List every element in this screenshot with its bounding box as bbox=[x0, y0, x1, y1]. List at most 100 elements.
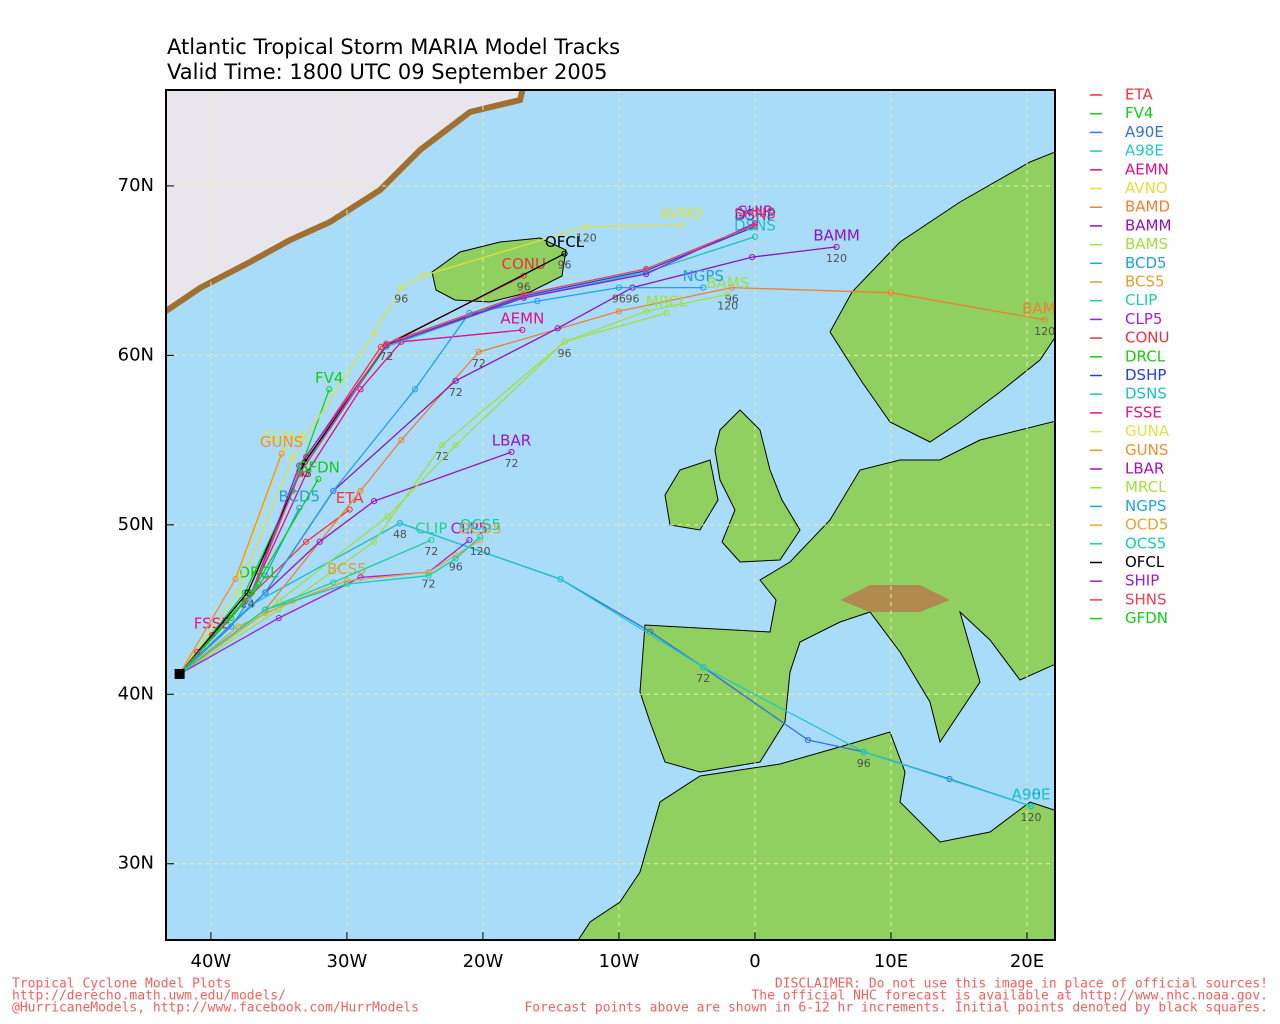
track-name: FV4 bbox=[315, 369, 343, 387]
hour-label: 96 bbox=[558, 347, 572, 360]
legend-label: DSHP bbox=[1125, 366, 1166, 384]
track-point bbox=[700, 284, 707, 291]
hour-label: 24 bbox=[241, 598, 255, 611]
track-point bbox=[241, 597, 248, 605]
hour-label: 96 bbox=[725, 293, 739, 306]
track-point bbox=[357, 386, 364, 393]
x-tick-label: 40W bbox=[191, 951, 232, 972]
track-point bbox=[751, 220, 759, 227]
track-point bbox=[262, 572, 269, 579]
footer-left: Tropical Cyclone Model Plots bbox=[12, 977, 231, 992]
legend-label: SHIP bbox=[1125, 572, 1159, 590]
track-point bbox=[384, 513, 391, 520]
alps bbox=[840, 585, 950, 612]
track-point bbox=[315, 475, 322, 483]
track-point bbox=[371, 538, 378, 545]
track-point bbox=[244, 589, 251, 596]
legend-label: GUNS bbox=[1125, 441, 1168, 459]
legend-label: OCD5 bbox=[1125, 516, 1168, 534]
track-line bbox=[179, 539, 470, 675]
hour-label: 120 bbox=[470, 545, 491, 558]
track-point bbox=[561, 338, 568, 345]
track-point bbox=[357, 487, 364, 495]
track-point bbox=[398, 284, 405, 291]
legend-label: GFDN bbox=[1125, 609, 1168, 627]
track-point bbox=[678, 221, 685, 228]
legend-label: A98E bbox=[1125, 142, 1164, 160]
track-name: DSHP bbox=[734, 206, 775, 224]
legend-label: CLIP bbox=[1125, 291, 1157, 309]
legend-label: LBAR bbox=[1125, 460, 1164, 478]
hour-label: 72 bbox=[504, 457, 518, 470]
map bbox=[166, 90, 1055, 940]
track-point bbox=[262, 589, 269, 596]
track-name: GFDN bbox=[297, 459, 340, 477]
track-point bbox=[520, 292, 527, 300]
track-point bbox=[343, 581, 351, 588]
track-point bbox=[724, 291, 731, 298]
y-tick-label: 70N bbox=[118, 175, 154, 196]
track-point bbox=[326, 386, 333, 393]
track-point bbox=[508, 448, 515, 456]
track-point bbox=[643, 267, 650, 274]
track-point bbox=[663, 309, 670, 317]
footer-right: DISCLAIMER: Do not use this image in pla… bbox=[775, 977, 1268, 992]
track-point bbox=[751, 221, 759, 228]
x-tick-label: 30W bbox=[327, 951, 368, 972]
track-point bbox=[346, 506, 353, 513]
legend-label: FSSE bbox=[1125, 403, 1162, 421]
track-line bbox=[179, 286, 1045, 675]
track-point bbox=[275, 614, 282, 622]
track-line bbox=[179, 389, 330, 675]
track-point bbox=[561, 250, 568, 257]
track-point bbox=[887, 289, 895, 296]
x-tick-label: 0 bbox=[749, 951, 760, 972]
track-point bbox=[452, 555, 459, 562]
hour-label: 72 bbox=[449, 386, 463, 399]
legend-label: CLP5 bbox=[1125, 310, 1162, 328]
track-point bbox=[343, 577, 351, 584]
x-tick-label: 10E bbox=[874, 951, 908, 972]
legend-label: CONU bbox=[1125, 329, 1169, 347]
track-point bbox=[371, 498, 378, 505]
y-tick-label: 30N bbox=[118, 853, 154, 874]
track-point bbox=[860, 748, 867, 756]
track-point bbox=[749, 253, 756, 261]
track-line bbox=[179, 536, 481, 675]
track-point bbox=[700, 664, 707, 671]
greenland bbox=[166, 90, 526, 315]
track-point bbox=[452, 442, 459, 449]
track-name: GUNS bbox=[260, 433, 303, 451]
hour-label: 72 bbox=[422, 577, 436, 590]
track-point bbox=[398, 436, 405, 444]
track-point bbox=[520, 294, 527, 301]
track-name: A98E bbox=[1012, 786, 1051, 804]
legend-label: BAMM bbox=[1125, 216, 1171, 234]
track-point bbox=[396, 520, 404, 527]
track-name: SHIP bbox=[738, 203, 772, 221]
hour-label: 72 bbox=[435, 450, 449, 463]
track-name: BCS5 bbox=[327, 560, 367, 578]
hour-label: 96 bbox=[558, 259, 572, 272]
track-point bbox=[248, 589, 255, 596]
hour-label: 96 bbox=[612, 293, 626, 306]
legend-label: FV4 bbox=[1125, 104, 1153, 122]
track-point bbox=[1027, 803, 1035, 810]
track-name: AEMN bbox=[500, 309, 544, 327]
track-name: LBAR bbox=[492, 431, 531, 449]
track-line bbox=[179, 522, 1032, 807]
footer-left: http://derecho.math.uwm.edu/models/ bbox=[12, 989, 286, 1004]
legend-label: AEMN bbox=[1125, 160, 1169, 178]
legend-label: MRCL bbox=[1125, 478, 1167, 496]
track-name: FSSE bbox=[194, 614, 231, 632]
track-point bbox=[232, 575, 239, 583]
track-point bbox=[383, 342, 390, 349]
legend-label: GUNA bbox=[1125, 422, 1170, 440]
hour-label: 96 bbox=[517, 281, 531, 294]
chart-title: Atlantic Tropical Storm MARIA Model Trac… bbox=[167, 35, 620, 59]
legend-label: ETA bbox=[1125, 86, 1153, 104]
track-point bbox=[534, 298, 541, 305]
track-point bbox=[357, 574, 364, 581]
track-point bbox=[234, 589, 242, 596]
